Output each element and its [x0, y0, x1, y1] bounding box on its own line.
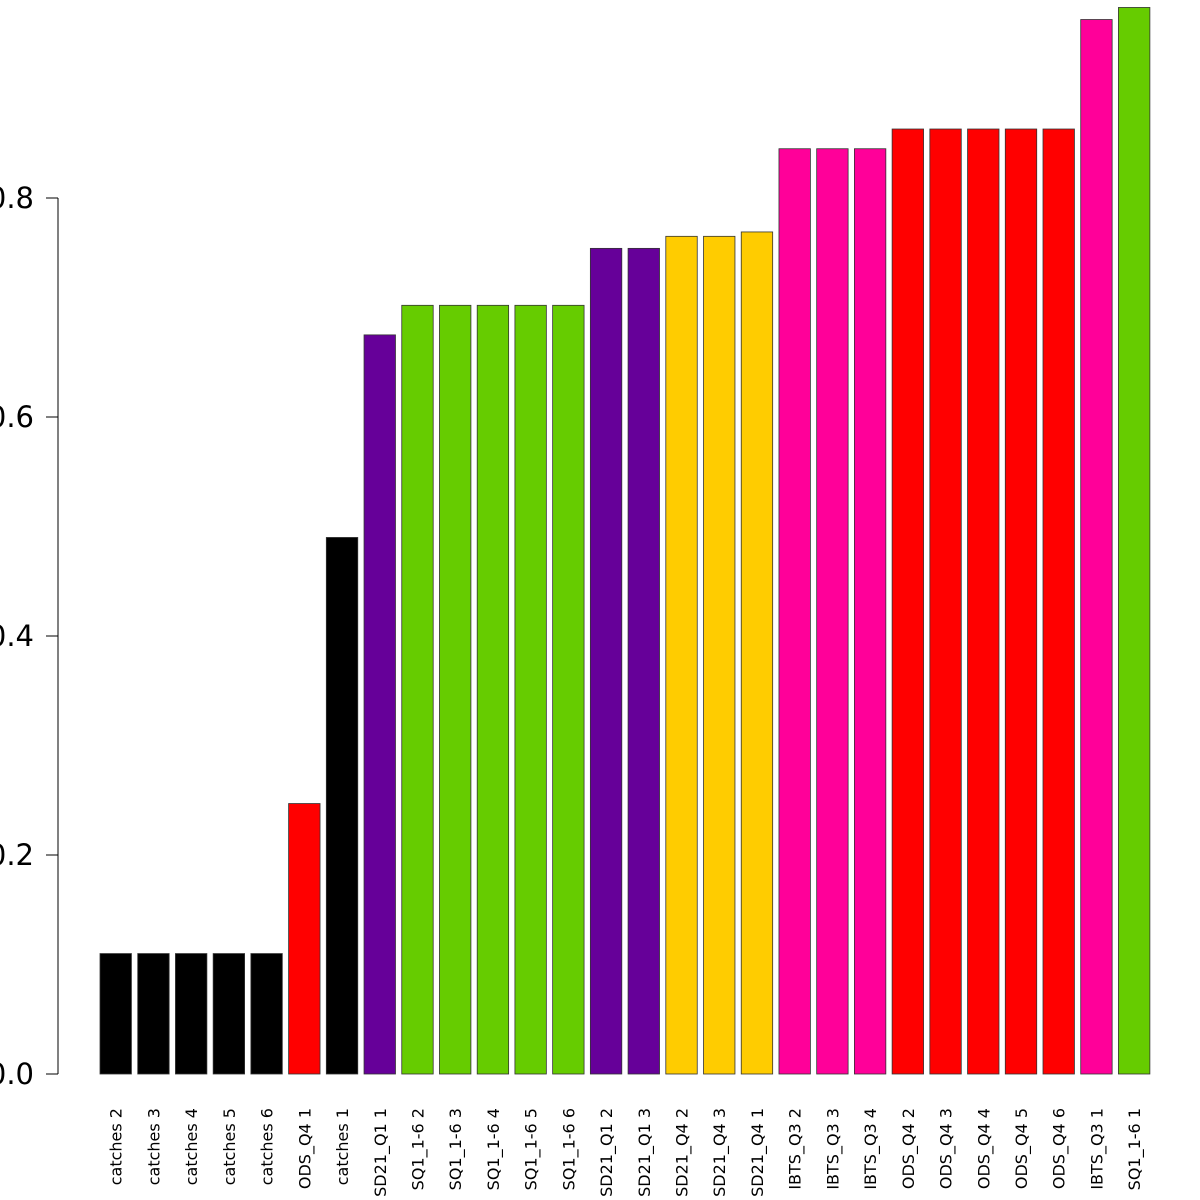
- x-tick-label: SQ1_1-6 1: [1125, 1108, 1145, 1190]
- bar: [325, 537, 359, 1075]
- x-tick-label: SD21_Q4 3: [710, 1108, 730, 1197]
- x-tick-label: ODS_Q4 6: [1050, 1108, 1070, 1189]
- bar: [288, 803, 321, 1075]
- bar: [514, 304, 547, 1075]
- bar: [1042, 128, 1075, 1075]
- x-tick-label: SD21_Q4 2: [673, 1108, 693, 1197]
- bar: [175, 953, 208, 1075]
- x-tick-label: SQ1_1-6 3: [446, 1108, 466, 1190]
- x-tick-label: catches 1: [333, 1108, 352, 1185]
- bar: [929, 128, 962, 1075]
- x-tick-label: IBTS_Q3 2: [786, 1108, 806, 1190]
- x-tick-label: IBTS_Q3 1: [1087, 1108, 1107, 1190]
- bar: [589, 247, 623, 1075]
- x-tick-label: catches 6: [258, 1108, 277, 1185]
- bar: [439, 304, 472, 1075]
- x-tick-label: catches 3: [144, 1108, 163, 1185]
- bar: [250, 953, 283, 1075]
- x-tick-label: catches 5: [220, 1108, 239, 1185]
- bar: [967, 128, 1000, 1075]
- x-tick-label: SD21_Q4 1: [748, 1108, 768, 1197]
- x-tick-label: ODS_Q4 5: [1012, 1108, 1032, 1189]
- bar: [212, 953, 246, 1075]
- x-tick-label: catches 2: [107, 1108, 126, 1185]
- bar: [816, 148, 849, 1075]
- bar: [363, 334, 396, 1075]
- x-tick-label: SQ1_1-6 6: [559, 1108, 579, 1190]
- bar: [665, 235, 698, 1075]
- y-tick-label: 0.4: [0, 619, 34, 653]
- bar: [1004, 128, 1038, 1075]
- x-tick-label: ODS_Q4 4: [974, 1108, 994, 1189]
- bar: [137, 953, 170, 1075]
- bar: [552, 304, 585, 1075]
- x-tick-label: ODS_Q4 1: [295, 1108, 315, 1189]
- x-tick-label: IBTS_Q3 3: [823, 1108, 843, 1190]
- bar: [854, 148, 887, 1075]
- bar: [476, 304, 510, 1075]
- y-tick-label: 0.0: [0, 1057, 34, 1091]
- bar: [1080, 19, 1113, 1075]
- x-tick-label: SQ1_1-6 2: [408, 1108, 428, 1190]
- bar: [703, 235, 736, 1075]
- bar: [627, 247, 660, 1075]
- x-tick-label: SQ1_1-6 5: [522, 1108, 542, 1190]
- x-tick-label: ODS_Q4 3: [937, 1108, 957, 1189]
- bar: [99, 953, 132, 1075]
- x-tick-label: ODS_Q4 2: [899, 1108, 919, 1189]
- bar: [778, 148, 811, 1075]
- bar: [891, 128, 924, 1075]
- x-tick-label: SD21_Q1 2: [597, 1108, 617, 1197]
- x-tick-label: IBTS_Q3 4: [861, 1108, 881, 1190]
- y-tick-label: 0.2: [0, 838, 34, 872]
- x-tick-label: SQ1_1-6 4: [484, 1108, 504, 1190]
- bar: [740, 231, 774, 1075]
- y-tick-label: 0.8: [0, 181, 34, 215]
- x-tick-label: catches 4: [182, 1108, 201, 1185]
- x-tick-label: SD21_Q1 1: [371, 1108, 391, 1197]
- y-tick-label: 0.6: [0, 400, 34, 434]
- bar: [401, 304, 434, 1075]
- bar: [1118, 7, 1151, 1075]
- x-tick-label: SD21_Q1 3: [635, 1108, 655, 1197]
